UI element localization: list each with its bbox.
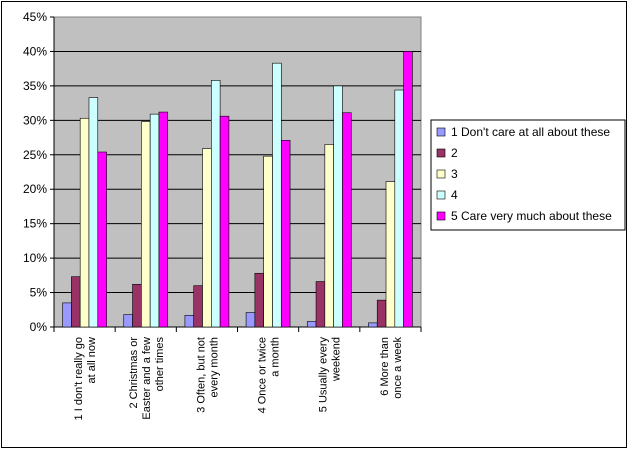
legend-label: 5 Care very much about these bbox=[451, 209, 612, 223]
y-tick-label: 0% bbox=[30, 320, 48, 334]
x-category-label: 2 Christmas or bbox=[128, 337, 140, 409]
bar bbox=[88, 97, 99, 328]
x-category-label: every month bbox=[208, 337, 220, 398]
bar bbox=[306, 321, 317, 328]
bar bbox=[403, 51, 413, 328]
bar bbox=[324, 144, 334, 328]
x-category-label: 5 Usually every bbox=[318, 337, 330, 413]
y-tick-label: 15% bbox=[23, 217, 47, 231]
x-category-label: weekend bbox=[331, 337, 343, 382]
y-tick-label: 35% bbox=[23, 79, 47, 93]
legend-label: 3 bbox=[451, 167, 458, 181]
chart-frame: 0% 5% 10% 15% 20% 25% 30% 35% 40% 45% 1 I don't re… bbox=[1, 1, 627, 448]
x-category-label: at all now bbox=[86, 337, 98, 384]
bar bbox=[333, 85, 343, 328]
bar bbox=[280, 140, 291, 328]
bar bbox=[315, 281, 326, 328]
x-category-label: 1 I don't really go bbox=[73, 337, 85, 420]
x-category-label: 4 Once or twice bbox=[257, 337, 269, 413]
legend-swatch bbox=[436, 169, 446, 179]
x-category-label: a month bbox=[270, 337, 282, 377]
y-tick-label: 25% bbox=[23, 148, 47, 162]
bar bbox=[149, 113, 160, 328]
legend-label: 2 bbox=[451, 146, 458, 160]
bar bbox=[385, 181, 396, 328]
x-category-label: Easter and a few bbox=[141, 337, 153, 420]
bar bbox=[202, 148, 212, 328]
bar bbox=[193, 285, 203, 328]
y-tick-label: 10% bbox=[23, 251, 47, 265]
y-tick-label: 20% bbox=[23, 182, 47, 196]
legend-label: 4 bbox=[451, 188, 458, 202]
legend-swatch bbox=[436, 211, 446, 221]
bar bbox=[263, 155, 273, 328]
bar bbox=[342, 112, 352, 328]
x-category-label: once a week bbox=[392, 337, 404, 399]
bar bbox=[71, 276, 81, 328]
bar bbox=[376, 299, 387, 328]
bar bbox=[132, 283, 142, 328]
legend-swatch bbox=[436, 190, 446, 200]
bar bbox=[254, 272, 264, 328]
bar bbox=[394, 89, 404, 328]
bar bbox=[368, 322, 378, 328]
legend-box bbox=[430, 119, 626, 231]
bar-chart: 0% 5% 10% 15% 20% 25% 30% 35% 40% 45% 1 I don't re… bbox=[23, 10, 626, 420]
legend-swatch bbox=[436, 148, 446, 158]
bar bbox=[97, 151, 107, 328]
bar bbox=[79, 117, 90, 328]
y-tick-label: 40% bbox=[23, 44, 47, 58]
legend-swatch bbox=[436, 127, 446, 137]
bar bbox=[158, 111, 169, 328]
bar bbox=[272, 62, 282, 328]
y-tick-label: 45% bbox=[23, 10, 47, 24]
bar bbox=[123, 314, 133, 328]
x-category-label: 3 Often, but not bbox=[195, 337, 207, 413]
bar bbox=[211, 80, 221, 328]
plot-area bbox=[53, 16, 422, 328]
y-tick-label: 30% bbox=[23, 113, 47, 127]
x-category-label: 6 More than bbox=[379, 337, 391, 396]
bar bbox=[219, 115, 230, 328]
x-category-label: other times bbox=[154, 337, 166, 392]
bar bbox=[62, 302, 72, 328]
legend-label: 1 Don't care at all about these bbox=[451, 125, 610, 139]
bar bbox=[245, 312, 256, 328]
bar bbox=[141, 121, 151, 328]
y-tick-label: 5% bbox=[30, 286, 48, 300]
bar bbox=[184, 314, 195, 328]
